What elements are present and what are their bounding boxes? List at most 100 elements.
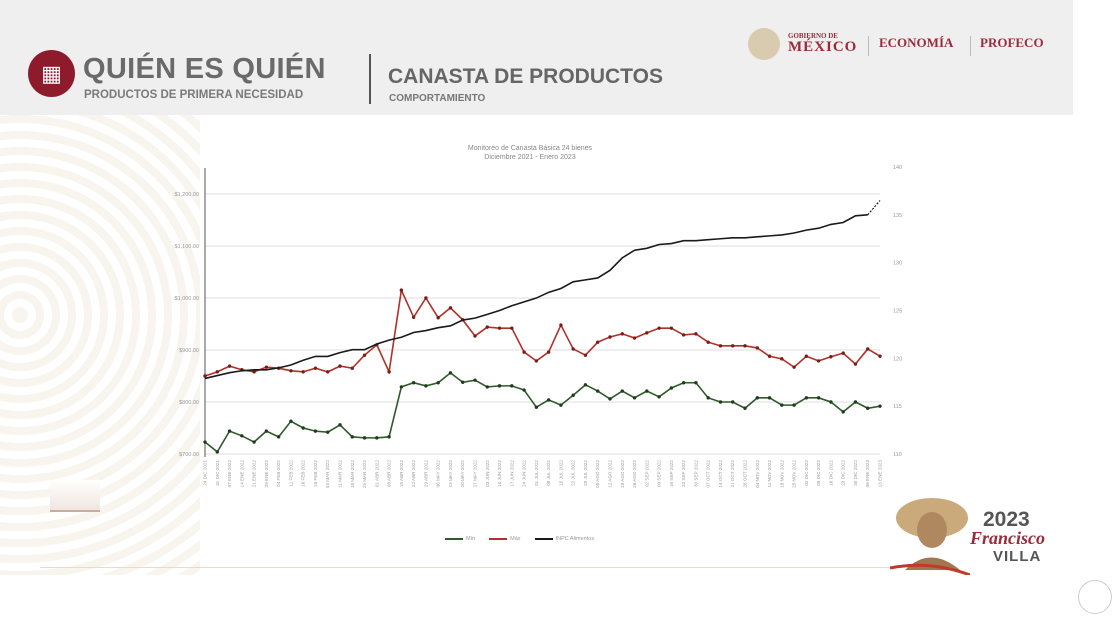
x-tick-label: 11 FEB 2022 xyxy=(288,460,293,487)
brand-title: QUIÉN ES QUIÉN xyxy=(83,53,326,85)
chart-subtitle: Diciembre 2021 - Enero 2023 xyxy=(484,154,576,161)
x-tick-label: 25 NOV 2022 xyxy=(792,460,797,488)
footer-year: 2023 xyxy=(983,508,1030,531)
x-tick-label: 19 AGO 2022 xyxy=(620,460,625,488)
legend-swatch xyxy=(534,538,553,540)
point-max xyxy=(411,315,416,319)
legend-item-inpc: INPC Alimentos xyxy=(534,536,594,542)
point-max xyxy=(718,344,723,348)
point-max xyxy=(804,354,809,358)
point-min xyxy=(461,380,465,384)
y-right-tick-label: 115 xyxy=(893,404,902,410)
x-tick-label: 13 MAY 2022 xyxy=(448,460,453,488)
chart-title-block: Monitoreo de Canasta Básica 24 bienes Di… xyxy=(380,144,680,162)
point-max xyxy=(534,359,539,363)
legend-label: Máx xyxy=(510,536,521,542)
y-left-tick-label: $800.00 xyxy=(179,400,199,406)
legend-swatch xyxy=(489,538,508,540)
x-tick-label: 06 ENE 2023 xyxy=(865,460,870,488)
slide-header xyxy=(0,0,1073,115)
point-max xyxy=(510,326,514,330)
point-max xyxy=(878,354,882,358)
x-tick-label: 30 DIC 2022 xyxy=(853,460,858,486)
point-min xyxy=(387,435,391,439)
point-max xyxy=(620,332,624,336)
point-min xyxy=(829,400,833,404)
logo-divider xyxy=(970,36,971,56)
point-min xyxy=(522,388,526,392)
villa-portrait-icon xyxy=(890,498,970,575)
point-min xyxy=(571,393,575,397)
series-line-inpc xyxy=(204,214,868,380)
y-right-tick-label: 120 xyxy=(893,356,902,362)
point-max xyxy=(313,366,318,370)
point-max xyxy=(853,362,858,366)
x-tick-label: 11 MAR 2022 xyxy=(338,460,343,488)
x-tick-label: 18 FEB 2022 xyxy=(301,460,306,487)
point-min xyxy=(448,371,453,375)
x-tick-label: 20 MAY 2022 xyxy=(460,460,465,488)
point-max xyxy=(731,344,735,348)
point-min xyxy=(706,396,710,400)
point-min xyxy=(215,450,219,454)
point-min xyxy=(767,396,772,400)
point-min xyxy=(804,396,809,400)
x-tick-label: 08 JUL 2022 xyxy=(546,460,551,486)
y-left-tick-label: $1,100.00 xyxy=(175,244,199,250)
x-tick-label: 21 ENE 2022 xyxy=(252,460,257,488)
point-max xyxy=(289,369,293,373)
point-min xyxy=(583,383,588,387)
x-tick-label: 01 ABR 2022 xyxy=(374,460,379,488)
point-min xyxy=(632,396,637,400)
point-min xyxy=(866,406,870,410)
point-min xyxy=(338,423,342,427)
section-subtitle: COMPORTAMIENTO xyxy=(389,93,486,104)
brand-subtitle: PRODUCTOS DE PRIMERA NECESIDAD xyxy=(84,89,304,101)
x-tick-label: 29 JUL 2022 xyxy=(583,460,588,486)
x-tick-label: 09 SEP 2022 xyxy=(657,460,662,487)
point-max xyxy=(252,370,256,374)
point-min xyxy=(485,385,489,389)
point-min xyxy=(252,440,256,444)
x-tick-label: 18 MAR 2022 xyxy=(350,460,355,489)
point-min xyxy=(399,385,404,389)
point-max xyxy=(485,325,489,329)
x-tick-label: 14 ENE 2022 xyxy=(239,460,244,488)
point-min xyxy=(240,434,244,438)
profeco-logo: PROFECO xyxy=(980,35,1044,50)
point-min xyxy=(227,429,232,433)
point-min xyxy=(289,419,293,423)
point-min xyxy=(436,381,440,385)
point-min xyxy=(816,396,821,400)
x-tick-label: 18 NOV 2022 xyxy=(779,460,784,488)
x-tick-label: 22 JUL 2022 xyxy=(571,460,576,486)
point-max xyxy=(669,326,674,330)
point-min xyxy=(411,381,416,385)
point-max xyxy=(436,316,440,320)
point-min xyxy=(326,430,330,434)
chart-legend: Mín Máx INPC Alimentos xyxy=(445,536,594,542)
x-tick-label: 15 JUL 2022 xyxy=(558,460,563,486)
x-tick-label: 31 DIC 2021 xyxy=(215,460,220,486)
point-max xyxy=(448,306,453,310)
point-max xyxy=(301,370,305,374)
legend-item-min: Mín xyxy=(445,536,475,542)
point-min xyxy=(424,384,428,388)
point-min xyxy=(792,403,796,407)
point-min xyxy=(362,436,367,440)
x-tick-label: 07 OCT 2022 xyxy=(706,460,711,488)
gob-small: GOBIERNO DE xyxy=(788,32,838,40)
point-max xyxy=(227,364,232,368)
point-max xyxy=(350,366,354,370)
point-max xyxy=(645,331,649,335)
point-min xyxy=(596,389,600,393)
gob-big: MÉXICO xyxy=(788,39,858,55)
point-max xyxy=(387,370,391,374)
point-min xyxy=(375,436,379,440)
point-max xyxy=(755,346,759,350)
point-min xyxy=(669,386,674,390)
x-tick-label: 22 ABR 2022 xyxy=(411,460,416,488)
point-min xyxy=(510,384,514,388)
point-min xyxy=(645,389,649,393)
